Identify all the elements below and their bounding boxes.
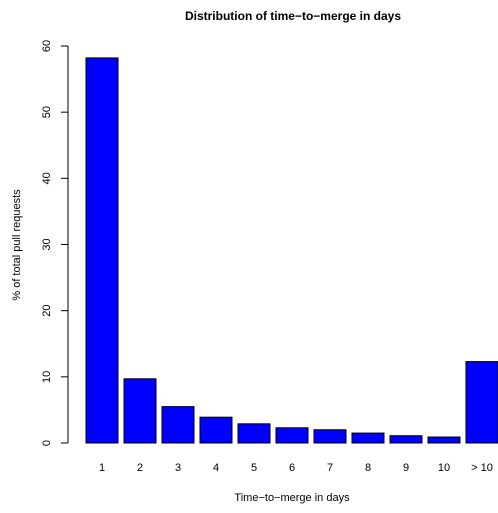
bar-9	[389, 435, 423, 444]
x-tick-label: 8	[365, 462, 371, 474]
y-axis-label: % of total pull requests	[11, 189, 23, 301]
y-axis: 0 10 20 30 40 50 60	[41, 40, 69, 446]
x-tick-label: 7	[327, 462, 333, 474]
x-tick-label: 4	[213, 462, 219, 474]
x-tick-label: 10	[438, 462, 450, 474]
y-tick-label: 10	[41, 371, 53, 383]
bar-1	[85, 57, 119, 444]
x-tick-label: 3	[175, 462, 181, 474]
bar-2	[123, 378, 157, 444]
x-tick-label: > 10	[471, 462, 493, 474]
bar-4	[199, 416, 233, 444]
bar-10	[465, 361, 498, 444]
y-tick-label: 0	[41, 440, 53, 446]
y-tick-label: 50	[41, 106, 53, 118]
bar-3	[161, 406, 195, 444]
bar-10	[427, 436, 461, 444]
x-axis-label: Time−to−merge in days	[234, 492, 350, 504]
x-tick-label: 2	[137, 462, 143, 474]
x-tick-label: 5	[251, 462, 257, 474]
x-tick-label: 6	[289, 462, 295, 474]
chart-title: Distribution of time−to−merge in days	[185, 9, 401, 23]
bar-5	[237, 423, 271, 444]
x-tick-label: 1	[99, 462, 105, 474]
bar-8	[351, 432, 385, 444]
bar-7	[313, 429, 347, 444]
x-axis-tick-labels: 1 2 3 4 5 6 7 8 9 10 > 10	[99, 462, 493, 474]
y-tick-label: 60	[41, 40, 53, 52]
bar-6	[275, 427, 309, 444]
y-tick-label: 20	[41, 305, 53, 317]
y-tick-label: 30	[41, 238, 53, 250]
bars-group	[85, 57, 498, 444]
x-tick-label: 9	[403, 462, 409, 474]
y-tick-label: 40	[41, 172, 53, 184]
